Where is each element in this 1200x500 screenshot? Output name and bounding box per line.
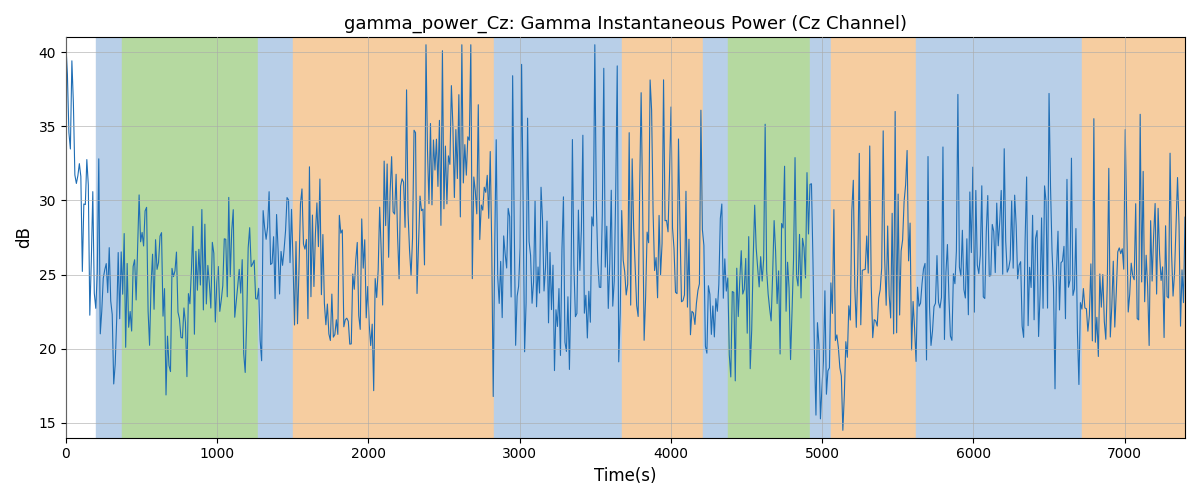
Bar [832, 38, 916, 438]
Bar [66, 38, 96, 438]
Bar [122, 38, 258, 438]
Bar [258, 38, 293, 438]
Bar [96, 38, 122, 438]
Y-axis label: dB: dB [16, 226, 34, 248]
Bar [916, 38, 1082, 438]
Bar [494, 38, 623, 438]
Bar [702, 38, 728, 438]
Title: gamma_power_Cz: Gamma Instantaneous Power (Cz Channel): gamma_power_Cz: Gamma Instantaneous Powe… [344, 15, 907, 34]
Bar [728, 38, 810, 438]
Bar [623, 38, 702, 438]
Bar [293, 38, 494, 438]
Bar [810, 38, 832, 438]
Bar [1082, 38, 1186, 438]
X-axis label: Time(s): Time(s) [594, 467, 656, 485]
